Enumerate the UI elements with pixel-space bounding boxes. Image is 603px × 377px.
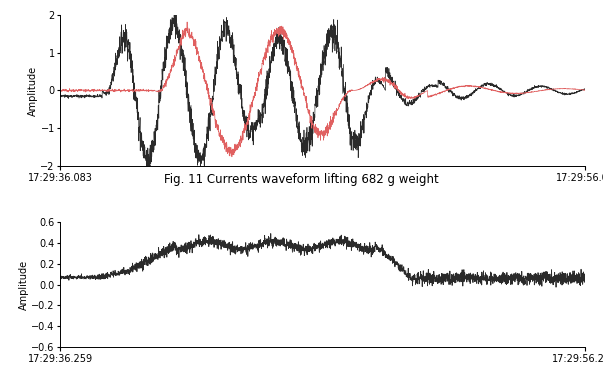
Y-axis label: Amplitude: Amplitude: [28, 66, 37, 115]
Text: Fig. 11 Currents waveform lifting 682 g weight: Fig. 11 Currents waveform lifting 682 g …: [164, 173, 439, 185]
Y-axis label: Amplitude: Amplitude: [19, 260, 28, 310]
